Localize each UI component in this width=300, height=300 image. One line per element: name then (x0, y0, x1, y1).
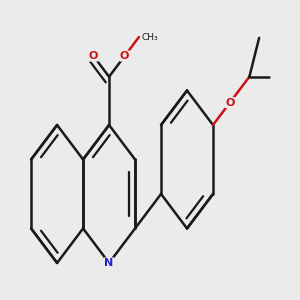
Text: O: O (89, 51, 98, 61)
Text: O: O (120, 51, 129, 61)
Text: N: N (104, 258, 114, 268)
Text: CH₃: CH₃ (142, 33, 158, 42)
Text: O: O (225, 98, 235, 108)
